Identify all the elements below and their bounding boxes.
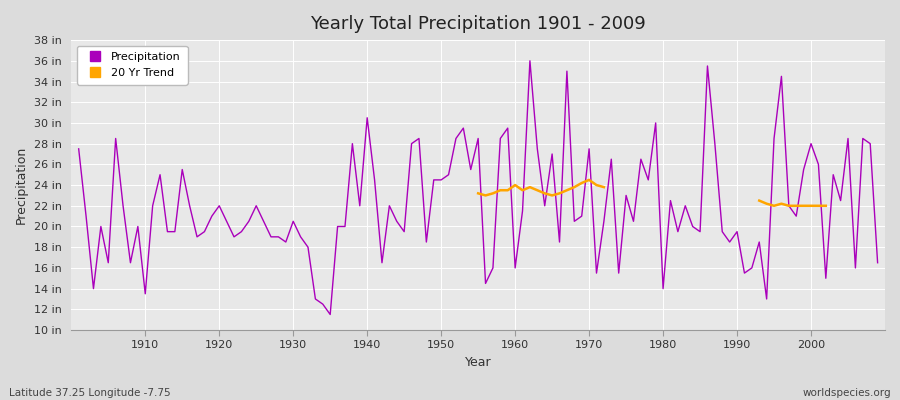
Y-axis label: Precipitation: Precipitation <box>15 146 28 224</box>
Legend: Precipitation, 20 Yr Trend: Precipitation, 20 Yr Trend <box>76 46 188 84</box>
Text: worldspecies.org: worldspecies.org <box>803 388 891 398</box>
Text: Latitude 37.25 Longitude -7.75: Latitude 37.25 Longitude -7.75 <box>9 388 171 398</box>
X-axis label: Year: Year <box>464 356 491 369</box>
Title: Yearly Total Precipitation 1901 - 2009: Yearly Total Precipitation 1901 - 2009 <box>310 15 646 33</box>
